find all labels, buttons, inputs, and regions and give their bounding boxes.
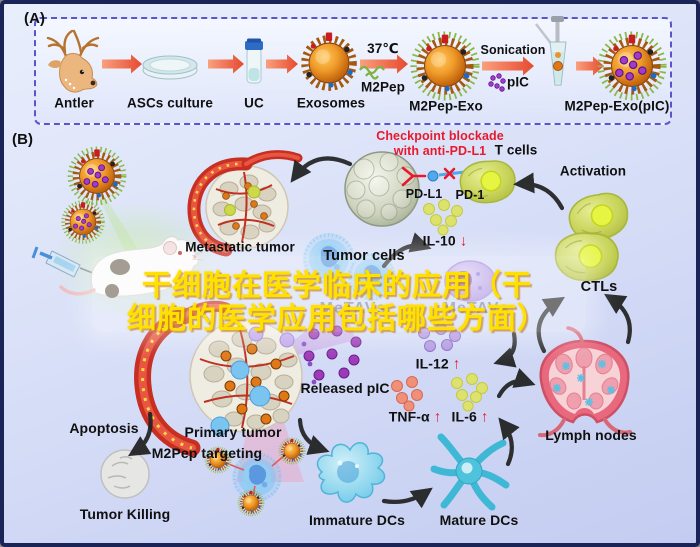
tnf-text: TNF-α: [388, 408, 430, 425]
injection-streak: [97, 194, 146, 265]
apoptosis-label: Apoptosis: [69, 420, 139, 436]
m2pep-targeting-illustration: [206, 439, 304, 515]
tnf-dots: [391, 376, 423, 412]
step-label-m2pep-exo-pic: M2Pep-Exo(pIC): [564, 98, 670, 114]
metastatic-tumor-label: Metastatic tumor: [185, 239, 295, 255]
step-label-exosomes: Exosomes: [296, 95, 366, 111]
petri-dish-icon: [142, 55, 198, 80]
lymph-nodes-label: Lymph nodes: [545, 427, 637, 443]
flow-arrows-panel-b: [128, 156, 632, 509]
tnf-up-arrow: ↑: [433, 408, 442, 426]
immature-dc-illustration: [316, 442, 386, 503]
site-watermark-2: MeTAVs: [442, 300, 510, 317]
m2pep-exo-pic-icon: [601, 35, 664, 98]
il6-dots: [451, 373, 488, 412]
il12-dots: [418, 323, 461, 352]
flow-arrows-panel-a: [102, 54, 604, 76]
il6-up-arrow: ↑: [480, 408, 489, 426]
site-watermark-1: MeTAVs: [319, 300, 387, 317]
syringe-icon: [31, 246, 99, 278]
primary-tumor-label: Primary tumor: [184, 424, 282, 440]
m2pep-label: M2Pep: [360, 79, 406, 95]
released-pic-dots: [303, 325, 362, 381]
il6-label: IL-6 ↑: [452, 409, 489, 426]
uc-tube-icon: [245, 38, 263, 84]
tumor-cell-illustration: [344, 151, 420, 227]
checkpoint-blockade-line2: with anti-PD-L1: [393, 144, 487, 158]
il6-text: IL-6: [451, 408, 477, 425]
pic-label: pIC: [506, 74, 530, 90]
sonication-tube-icon: [535, 16, 567, 86]
il12-text: IL-12: [415, 355, 449, 372]
watermark-line1: 干细胞在医学临床的应用（干: [141, 270, 533, 302]
watermark-band: [92, 256, 586, 332]
step-label-uc: UC: [244, 95, 264, 111]
antibody-blockade-illustration: [401, 166, 466, 187]
immature-dcs-label: Immature DCs: [308, 512, 406, 528]
m2pep-exo-icon: [414, 35, 477, 98]
metastatic-tumor-illustration: [187, 150, 303, 257]
figure-artwork: [31, 16, 700, 547]
il12-label: IL-12 ↑: [416, 356, 461, 373]
mouse-icon: [59, 235, 204, 298]
il10-label: IL-10 ↓: [423, 233, 468, 250]
tumor-killing-label: Tumor Killing: [79, 506, 171, 522]
antler-icon: [46, 29, 100, 93]
step-label-antler: Antler: [54, 95, 94, 111]
lymph-node-illustration: [538, 326, 632, 438]
released-pic-label: Released pIC: [300, 380, 390, 396]
il10-dots: [423, 199, 463, 236]
pd-l1-label: PD-L1: [405, 187, 443, 201]
panel-b-label: (B): [12, 131, 34, 148]
m2pep-targeting-label: M2Pep targeting: [151, 445, 263, 461]
panel-a-label: (A): [24, 10, 46, 27]
m2pep-squiggle: [359, 65, 385, 80]
il10-down-arrow: ↓: [459, 232, 468, 250]
pd-1-label: PD-1: [455, 188, 485, 202]
il12-up-arrow: ↑: [452, 355, 461, 373]
temperature-label: 37℃: [367, 41, 399, 56]
t-cells-label: T cells: [494, 142, 538, 158]
il10-text: IL-10: [422, 232, 456, 249]
step-label-ascs-culture: ASCs culture: [127, 95, 213, 111]
mature-dc-illustration: [430, 433, 510, 511]
ctls-label: CTLs: [580, 279, 618, 295]
sonication-label: Sonication: [480, 43, 546, 57]
apoptotic-cell-illustration: [100, 449, 150, 499]
m1-macrophage-illustration: [444, 260, 496, 302]
step-label-m2pep-exo: M2Pep-Exo: [409, 98, 483, 114]
exosome-icon: [305, 33, 353, 88]
tnf-label: TNF-α ↑: [389, 409, 442, 426]
watermark-line2: 细胞的医学应用包括哪些方面）: [126, 303, 548, 335]
tumor-cells-label: Tumor cells: [323, 248, 405, 264]
pic-dots-panel-a: [488, 73, 506, 92]
mature-dcs-label: Mature DCs: [439, 512, 519, 528]
activation-label: Activation: [559, 163, 627, 179]
checkpoint-blockade-line1: Checkpoint blockade: [376, 129, 504, 143]
